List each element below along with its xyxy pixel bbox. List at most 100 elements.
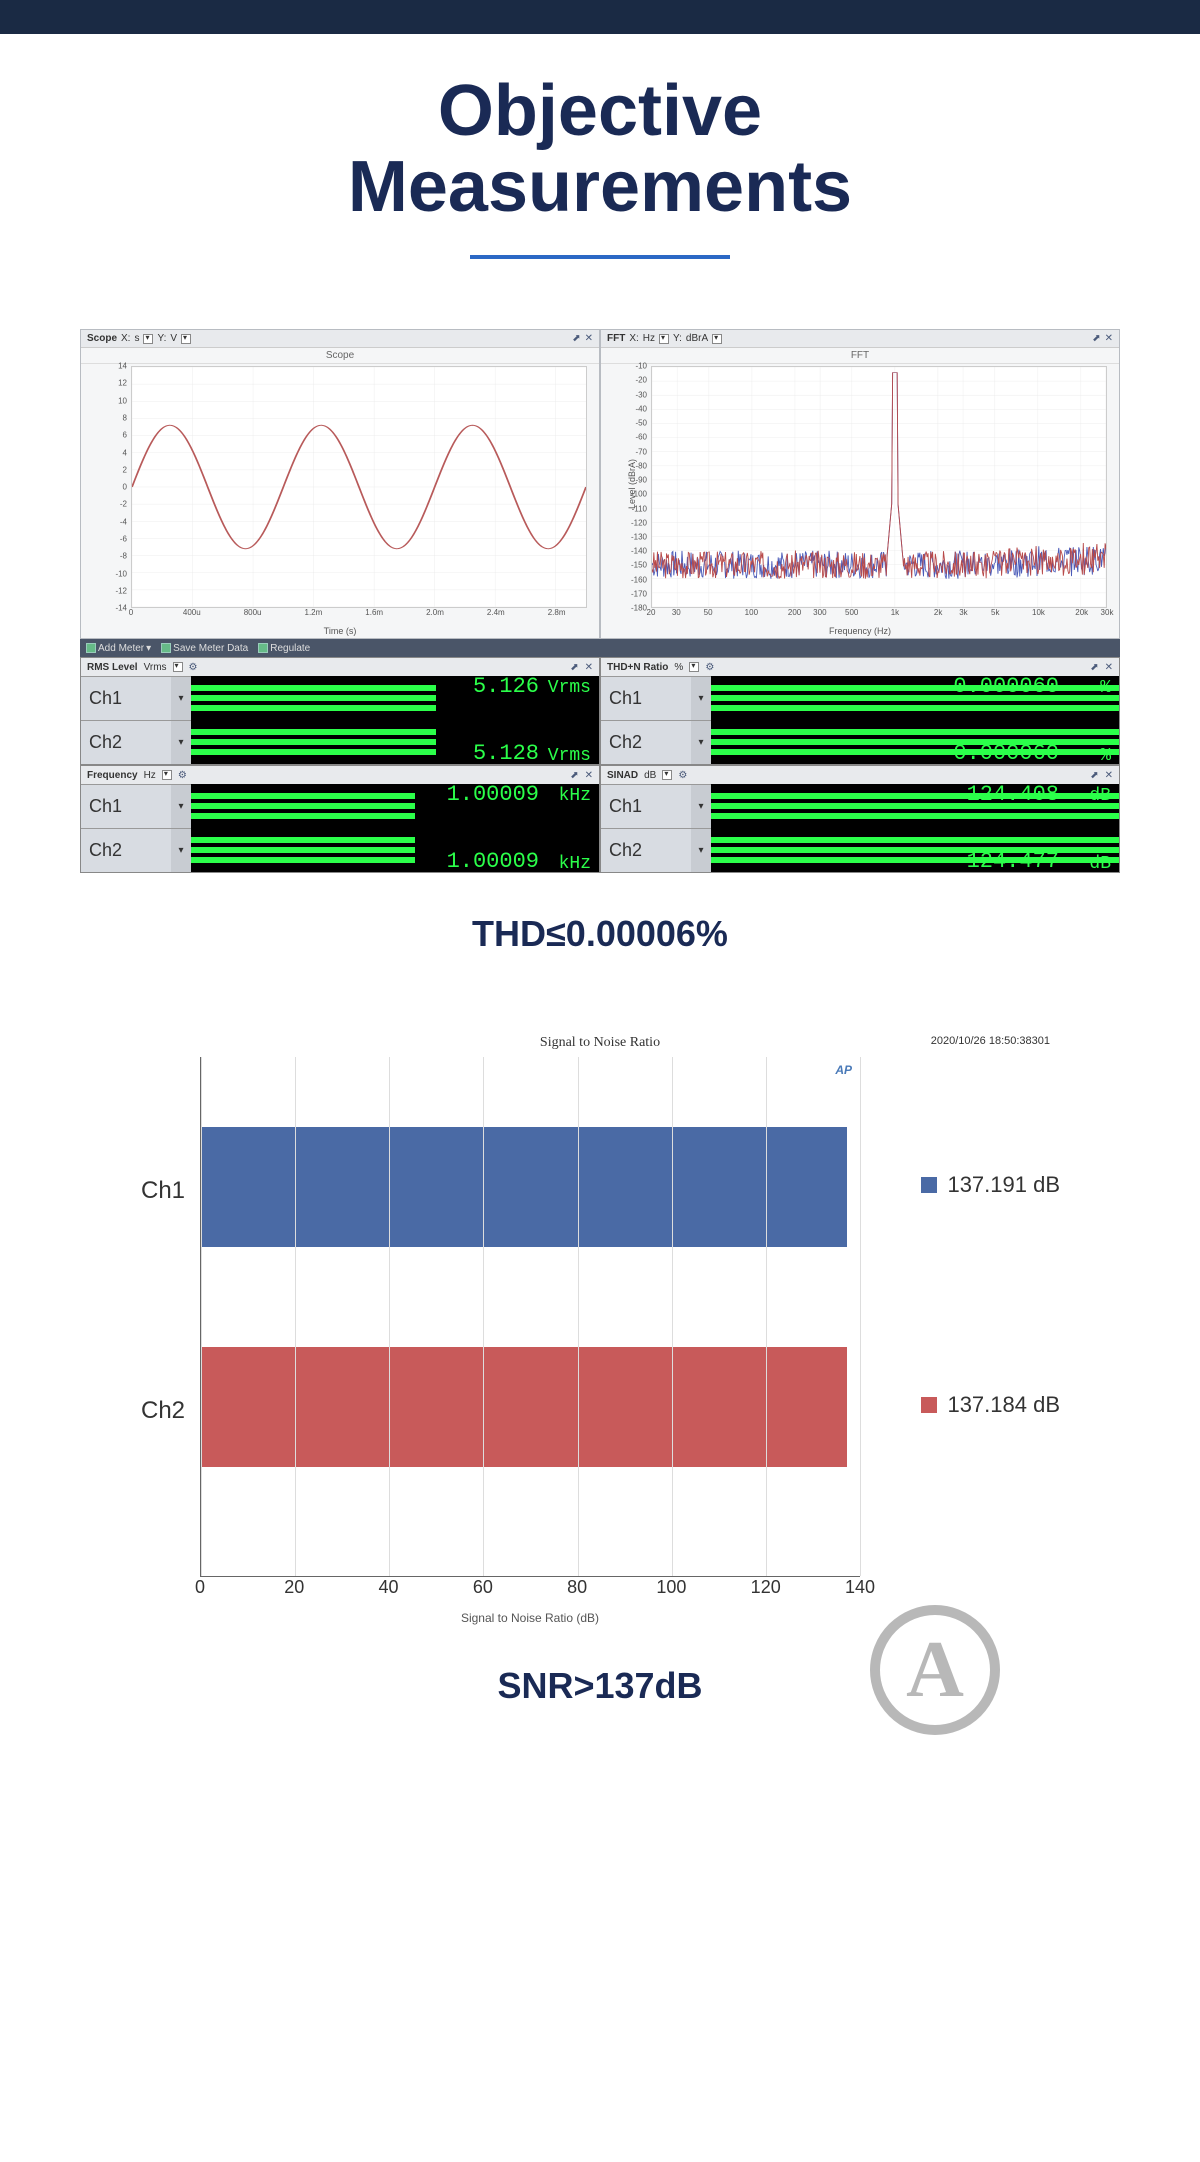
scope-svg: [132, 367, 586, 607]
fft-y-ticks: -180-170-160-150-140-130-120-110-100-90-…: [623, 366, 649, 608]
scope-plot: [131, 366, 587, 608]
meter-value: 5.128: [473, 741, 539, 766]
top-bar: [0, 0, 1200, 34]
freq-title: Frequency: [87, 770, 138, 781]
thdn-unit-header: %: [674, 662, 683, 673]
popout-icon[interactable]: ⬈: [570, 770, 578, 781]
thdn-meter: THD+N Ratio % ⚙ ⬈ ✕ Ch1▾0.000060%Ch2▾0.0…: [600, 657, 1120, 765]
fft-label: FFT: [607, 333, 625, 344]
rms-title: RMS Level: [87, 662, 138, 673]
fft-y-unit: dBrA: [686, 333, 708, 344]
dropdown-icon[interactable]: [712, 334, 722, 344]
dropdown-icon[interactable]: [173, 662, 183, 672]
channel-dropdown[interactable]: ▾: [171, 784, 191, 828]
snr-legend-ch1: 137.191 dB: [921, 1172, 1060, 1198]
scope-y-prefix: Y:: [157, 333, 166, 344]
meter-value: 124.408: [967, 782, 1059, 807]
meter-toolbar: Add Meter ▾ Save Meter Data Regulate: [80, 639, 1120, 657]
meter-unit: Vrms: [548, 746, 591, 766]
dropdown-icon[interactable]: [659, 334, 669, 344]
title-line1: Objective: [438, 71, 762, 151]
channel-label: Ch2: [601, 828, 691, 872]
channel-label: Ch1: [601, 784, 691, 828]
title-underline: [470, 255, 730, 259]
scope-chart: Scope X: s Y: V ⬈ ✕ Scope Instantaneous …: [80, 329, 600, 639]
save-meter-data-button[interactable]: Save Meter Data: [161, 643, 248, 654]
channel-label: Ch2: [81, 828, 171, 872]
add-meter-button[interactable]: Add Meter ▾: [86, 643, 151, 654]
snr-bar-ch1: [201, 1127, 847, 1247]
settings-icon[interactable]: ⚙: [189, 662, 198, 673]
close-icon[interactable]: ✕: [585, 333, 593, 344]
page-header: Objective Measurements: [0, 34, 1200, 329]
meter-bars: 124.477 dB: [711, 828, 1119, 872]
close-icon[interactable]: ✕: [1105, 770, 1113, 781]
fft-svg: [652, 367, 1106, 607]
snr-title: Signal to Noise Ratio: [140, 1035, 1060, 1051]
snr-plot: AP Ch1 Ch2 137.191 dB 137.184 dB: [200, 1057, 860, 1577]
dropdown-icon[interactable]: [162, 770, 172, 780]
dropdown-icon[interactable]: [181, 334, 191, 344]
channel-dropdown[interactable]: ▾: [691, 676, 711, 720]
settings-icon[interactable]: ⚙: [705, 662, 714, 673]
rms-meter: RMS Level Vrms ⚙ ⬈ ✕ Ch1▾5.126VrmsCh2▾5.…: [80, 657, 600, 765]
regulate-icon: [258, 643, 268, 653]
snr-legend-ch2: 137.184 dB: [921, 1392, 1060, 1418]
channel-dropdown[interactable]: ▾: [171, 720, 191, 764]
dropdown-icon[interactable]: [662, 770, 672, 780]
channel-label: Ch2: [81, 720, 171, 764]
settings-icon[interactable]: ⚙: [678, 770, 687, 781]
snr-chart: Signal to Noise Ratio 2020/10/26 18:50:3…: [140, 1035, 1060, 1625]
scope-header: Scope X: s Y: V ⬈ ✕: [81, 330, 599, 348]
snr-caption: SNR>137dB: [0, 1665, 1200, 1707]
close-icon[interactable]: ✕: [585, 662, 593, 673]
channel-label: Ch1: [81, 784, 171, 828]
scope-x-prefix: X:: [121, 333, 130, 344]
meter-unit: dB: [1089, 786, 1111, 806]
sinad-meter: SINAD dB ⚙ ⬈ ✕ Ch1▾124.408dBCh2▾124.477d…: [600, 765, 1120, 873]
scope-title: Scope: [81, 348, 599, 364]
meter-unit: Vrms: [548, 678, 591, 698]
meter-unit: %: [1100, 746, 1111, 766]
popout-icon[interactable]: ⬈: [572, 333, 580, 344]
close-icon[interactable]: ✕: [1105, 662, 1113, 673]
channel-label: Ch1: [601, 676, 691, 720]
snr-timestamp: 2020/10/26 18:50:38301: [931, 1035, 1050, 1047]
title-line2: Measurements: [348, 147, 852, 227]
meter-unit: dB: [1089, 854, 1111, 874]
meter-bars: 124.408 dB: [711, 784, 1119, 828]
fft-y-prefix: Y:: [673, 333, 682, 344]
meter-bars: 0.000060%: [711, 720, 1119, 764]
channel-dropdown[interactable]: ▾: [171, 676, 191, 720]
fft-x-ticks: 2030501002003005001k2k3k5k10k20k30k: [651, 608, 1107, 620]
channel-dropdown[interactable]: ▾: [691, 784, 711, 828]
ap-logo: AP: [835, 1063, 852, 1077]
thd-caption: THD≤0.00006%: [0, 913, 1200, 955]
close-icon[interactable]: ✕: [585, 770, 593, 781]
scope-x-axis-label: Time (s): [324, 626, 357, 636]
brand-logo-letter: A: [906, 1625, 964, 1716]
freq-meter: Frequency Hz ⚙ ⬈ ✕ Ch1▾1.00009kHzCh2▾1.0…: [80, 765, 600, 873]
popout-icon[interactable]: ⬈: [570, 662, 578, 673]
popout-icon[interactable]: ⬈: [1090, 770, 1098, 781]
fft-title: FFT: [601, 348, 1119, 364]
close-icon[interactable]: ✕: [1105, 333, 1113, 344]
regulate-button[interactable]: Regulate: [258, 643, 310, 654]
popout-icon[interactable]: ⬈: [1092, 333, 1100, 344]
sinad-title: SINAD: [607, 770, 638, 781]
meter-bars: 5.126Vrms: [191, 676, 599, 720]
meter-row-2: Frequency Hz ⚙ ⬈ ✕ Ch1▾1.00009kHzCh2▾1.0…: [80, 765, 1120, 873]
dropdown-icon[interactable]: [689, 662, 699, 672]
meter-unit: kHz: [559, 854, 591, 874]
channel-dropdown[interactable]: ▾: [691, 828, 711, 872]
channel-dropdown[interactable]: ▾: [171, 828, 191, 872]
rms-unit-header: Vrms: [144, 662, 167, 673]
meter-unit: %: [1100, 678, 1111, 698]
meter-value: 124.477: [967, 849, 1059, 874]
settings-icon[interactable]: ⚙: [178, 770, 187, 781]
meter-bars: 0.000060%: [711, 676, 1119, 720]
fft-plot: [651, 366, 1107, 608]
dropdown-icon[interactable]: [143, 334, 153, 344]
channel-dropdown[interactable]: ▾: [691, 720, 711, 764]
popout-icon[interactable]: ⬈: [1090, 662, 1098, 673]
